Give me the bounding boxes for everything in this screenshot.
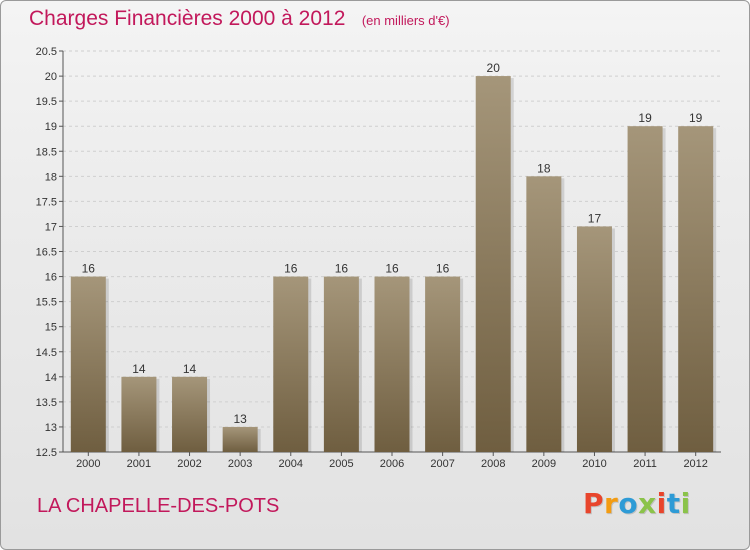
x-tick-label: 2002 <box>177 458 201 470</box>
y-tick-label: 15.5 <box>36 297 57 309</box>
data-label: 14 <box>132 362 146 376</box>
x-tick-label: 2009 <box>532 458 556 470</box>
bar <box>475 76 511 452</box>
x-tick-label: 2011 <box>633 458 657 470</box>
logo-letter: t <box>666 487 681 520</box>
x-tick-label: 2008 <box>481 458 505 470</box>
y-tick-label: 12.5 <box>36 447 57 459</box>
data-label: 19 <box>689 111 703 125</box>
y-tick-label: 19.5 <box>36 96 57 108</box>
x-tick-label: 2001 <box>127 458 151 470</box>
chart-unit: (en milliers d'€) <box>361 13 450 28</box>
proxiti-logo[interactable]: Proxiti <box>583 487 691 520</box>
logo-letter: x <box>638 487 657 520</box>
logo-letter: r <box>604 487 619 520</box>
data-label: 13 <box>233 412 247 426</box>
data-label: 16 <box>82 262 96 276</box>
x-tick-label: 2003 <box>228 458 252 470</box>
y-tick-label: 17 <box>45 221 57 233</box>
bar <box>526 176 562 452</box>
logo-letter: o <box>618 487 639 520</box>
bar <box>576 226 612 452</box>
bar <box>273 276 309 452</box>
y-tick-label: 18 <box>45 171 57 183</box>
y-tick-label: 16.5 <box>36 247 57 259</box>
y-tick-label: 19 <box>45 121 57 133</box>
y-tick-label: 20.5 <box>36 46 57 58</box>
x-tick-label: 2010 <box>582 458 606 470</box>
bar <box>678 126 714 452</box>
logo-letter: i <box>680 487 691 520</box>
data-label: 16 <box>335 262 349 276</box>
logo-letter: P <box>583 487 605 520</box>
y-tick-label: 18.5 <box>36 146 57 158</box>
data-label: 17 <box>588 211 602 225</box>
x-tick-label: 2004 <box>279 458 303 470</box>
commune-name: LA CHAPELLE-DES-POTS <box>37 495 280 517</box>
bar <box>172 376 208 452</box>
data-label: 16 <box>385 262 399 276</box>
y-tick-label: 14 <box>45 372 57 384</box>
bar <box>425 276 461 452</box>
title-row: Charges Financières 2000 à 2012 (en mill… <box>29 7 450 31</box>
y-tick-label: 20 <box>45 71 57 83</box>
x-tick-label: 2000 <box>76 458 100 470</box>
y-tick-label: 15 <box>45 322 57 334</box>
y-tick-label: 13 <box>45 422 57 434</box>
x-tick-label: 2007 <box>430 458 454 470</box>
bar <box>374 276 410 452</box>
x-tick-label: 2012 <box>683 458 707 470</box>
data-label: 20 <box>487 61 501 75</box>
data-label: 18 <box>537 161 551 175</box>
data-label: 16 <box>284 262 298 276</box>
x-tick-label: 2006 <box>380 458 404 470</box>
x-tick-label: 2005 <box>329 458 353 470</box>
y-tick-label: 13.5 <box>36 397 57 409</box>
y-tick-label: 17.5 <box>36 196 57 208</box>
logo-letter: i <box>656 487 667 520</box>
bar <box>222 426 258 452</box>
data-label: 19 <box>638 111 652 125</box>
bars <box>70 76 717 452</box>
y-tick-label: 14.5 <box>36 347 57 359</box>
y-tick-label: 16 <box>45 272 57 284</box>
bar <box>70 276 106 452</box>
bar <box>323 276 359 452</box>
data-label: 14 <box>183 362 197 376</box>
chart-title: Charges Financières 2000 à 2012 <box>29 7 346 30</box>
data-label: 16 <box>436 262 450 276</box>
labels: 12.5 13 13.5 14 14.5 15 15.5 16 16.5 17 17.5 18 18.5… <box>36 46 708 470</box>
bar <box>627 126 663 452</box>
bar <box>121 376 157 452</box>
